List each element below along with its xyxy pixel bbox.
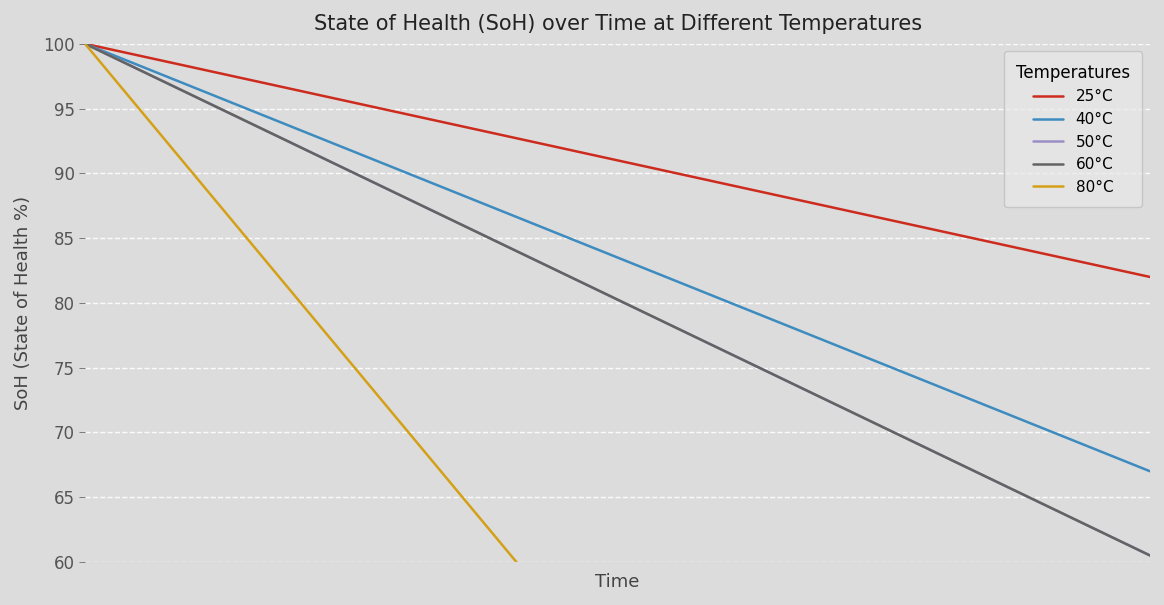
Legend: 25°C, 40°C, 50°C, 60°C, 80°C: 25°C, 40°C, 50°C, 60°C, 80°C bbox=[1003, 51, 1143, 207]
X-axis label: Time: Time bbox=[596, 573, 640, 591]
Y-axis label: SoH (State of Health %): SoH (State of Health %) bbox=[14, 196, 31, 410]
Title: State of Health (SoH) over Time at Different Temperatures: State of Health (SoH) over Time at Diffe… bbox=[313, 14, 922, 34]
